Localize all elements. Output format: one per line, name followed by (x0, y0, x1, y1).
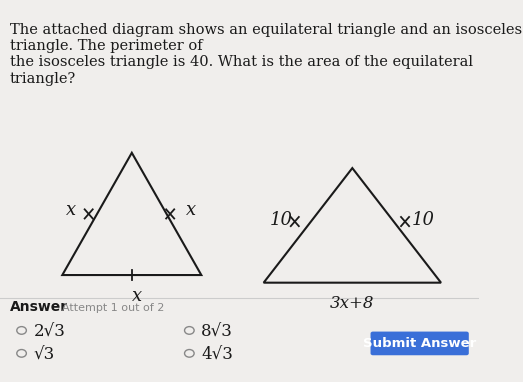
Text: √3: √3 (33, 347, 55, 364)
Text: Attempt 1 out of 2: Attempt 1 out of 2 (62, 303, 165, 313)
FancyBboxPatch shape (370, 332, 469, 355)
Text: x: x (186, 201, 197, 219)
Text: 2√3: 2√3 (33, 324, 65, 341)
Text: 10: 10 (412, 210, 435, 229)
Text: Submit Answer: Submit Answer (363, 337, 476, 350)
Text: 4√3: 4√3 (201, 347, 233, 364)
Text: x: x (66, 201, 76, 219)
Text: 8√3: 8√3 (201, 324, 233, 341)
Text: Answer: Answer (9, 300, 67, 314)
Text: 3x+8: 3x+8 (330, 295, 374, 312)
Text: The attached diagram shows an equilateral triangle and an isosceles triangle. Th: The attached diagram shows an equilatera… (9, 23, 522, 86)
Text: x: x (132, 287, 142, 305)
Text: 10: 10 (270, 210, 293, 229)
